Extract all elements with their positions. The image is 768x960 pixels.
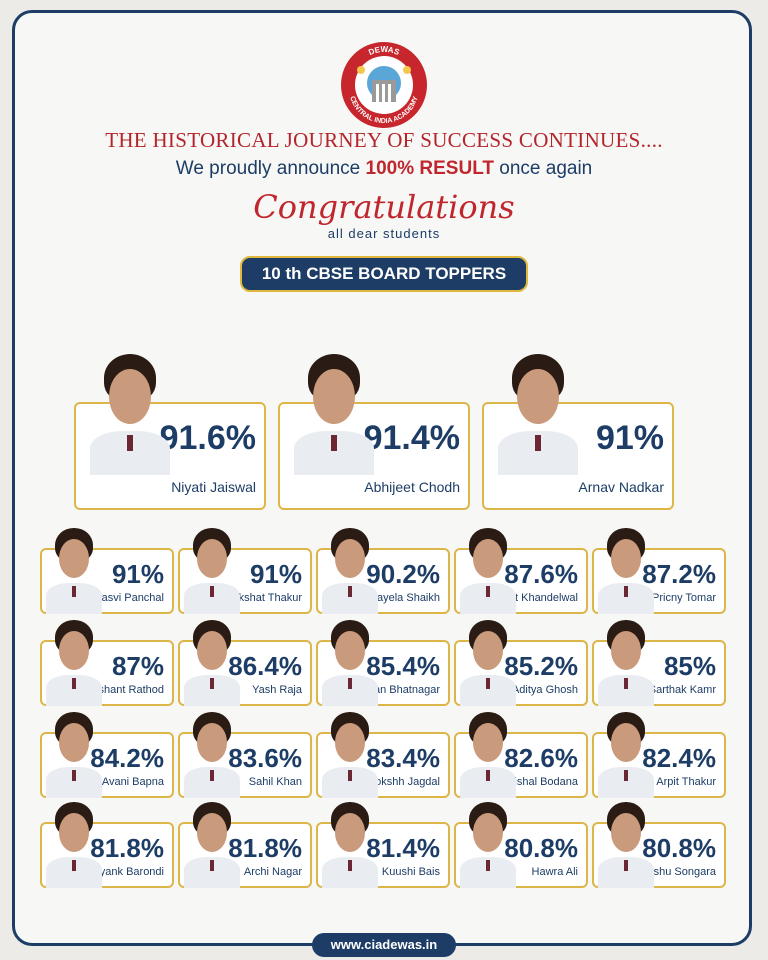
topper-name: Sahil Khan	[248, 776, 302, 788]
student-photo	[595, 802, 657, 888]
student-photo	[319, 802, 381, 888]
topper-percent: 83.6%	[228, 743, 302, 773]
student-photo	[43, 802, 105, 888]
student-photo	[595, 712, 657, 798]
topper-card: 91% Arnav Nadkar	[482, 402, 674, 510]
topper-name: Arnav Nadkar	[578, 479, 664, 495]
toppers-banner: 10 th CBSE BOARD TOPPERS	[240, 256, 528, 292]
announcement-result: 100% RESULT	[365, 158, 494, 179]
topper-name: Mokshh Jagdal	[366, 776, 440, 788]
topper-percent: 85.2%	[504, 651, 578, 681]
topper-name: Nayela Shaikh	[369, 592, 440, 604]
topper-name: Sarthak Kamr	[648, 684, 716, 696]
student-photo	[181, 802, 243, 888]
topper-percent: 87%	[111, 651, 164, 681]
topper-name: Prashant Rathod	[81, 684, 164, 696]
topper-percent: 91%	[249, 559, 302, 589]
topper-percent: 85%	[663, 651, 716, 681]
topper-percent: 87.6%	[504, 559, 578, 589]
student-photo	[457, 620, 519, 706]
topper-percent: 81.4%	[366, 833, 440, 863]
topper-name: Kuushi Bais	[381, 866, 440, 878]
topper-name: Abhijeet Chodh	[364, 479, 460, 495]
student-photo	[319, 712, 381, 798]
topper-name: Mayank Barondi	[84, 866, 165, 878]
topper-percent: 91.6%	[159, 419, 256, 457]
topper-name: Satasvi Panchal	[85, 592, 164, 604]
student-photo	[457, 802, 519, 888]
topper-percent: 83.4%	[366, 743, 440, 773]
topper-name: Avani Bapna	[101, 776, 164, 788]
topper-percent: 81.8%	[90, 833, 164, 863]
student-photo	[494, 354, 582, 475]
topper-card: 82.4% Arpit Thakur	[592, 732, 726, 798]
topper-percent: 91%	[595, 419, 664, 457]
topper-percent: 85.4%	[366, 651, 440, 681]
headline: THE HISTORICAL JOURNEY OF SUCCESS CONTIN…	[105, 128, 663, 152]
academy-logo: DEWAS CENTRAL INDIA ACADEMY	[341, 42, 427, 128]
topper-percent: 80.8%	[504, 833, 578, 863]
student-photo	[595, 528, 657, 614]
student-photo	[86, 354, 174, 475]
student-photo	[290, 354, 378, 475]
topper-name: Arpit Thakur	[656, 776, 716, 788]
website-link[interactable]: www.ciadewas.in	[312, 933, 456, 957]
topper-name: Archi Nagar	[243, 866, 302, 878]
announcement: We proudly announce 100% RESULT once aga…	[0, 158, 768, 180]
announcement-post: once again	[494, 158, 593, 179]
student-photo	[595, 620, 657, 706]
topper-name: Aditya Ghosh	[511, 684, 578, 696]
student-photo	[43, 712, 105, 798]
student-photo	[43, 620, 105, 706]
student-photo	[43, 528, 105, 614]
topper-percent: 84.2%	[90, 743, 164, 773]
topper-name: Pricny Tomar	[652, 592, 716, 604]
announcement-pre: We proudly announce	[175, 158, 366, 179]
topper-percent: 81.8%	[228, 833, 302, 863]
topper-name: Yash Raja	[252, 684, 302, 696]
topper-name: Vishal Bodana	[507, 776, 578, 788]
student-photo	[181, 620, 243, 706]
congratulations-sub: all dear students	[327, 226, 441, 241]
topper-card: 86.4% Yash Raja	[178, 640, 312, 706]
student-photo	[181, 712, 243, 798]
topper-percent: 82.4%	[642, 743, 716, 773]
congratulations-title: Congratulations	[253, 188, 515, 226]
student-photo	[319, 528, 381, 614]
topper-percent: 91.4%	[363, 419, 460, 457]
logo-top-text: DEWAS	[367, 45, 401, 57]
topper-percent: 80.8%	[642, 833, 716, 863]
topper-name: Hawra Ali	[531, 866, 578, 878]
topper-name: Akshat Thakur	[231, 592, 302, 604]
topper-percent: 87.2%	[642, 559, 716, 589]
topper-percent: 82.6%	[504, 743, 578, 773]
topper-name: Niyati Jaiswal	[171, 479, 256, 495]
student-photo	[457, 528, 519, 614]
topper-percent: 91%	[111, 559, 164, 589]
topper-percent: 86.4%	[228, 651, 302, 681]
student-photo	[181, 528, 243, 614]
student-photo	[457, 712, 519, 798]
svg-text:DEWAS: DEWAS	[367, 45, 401, 57]
topper-percent: 90.2%	[366, 559, 440, 589]
student-photo	[319, 620, 381, 706]
